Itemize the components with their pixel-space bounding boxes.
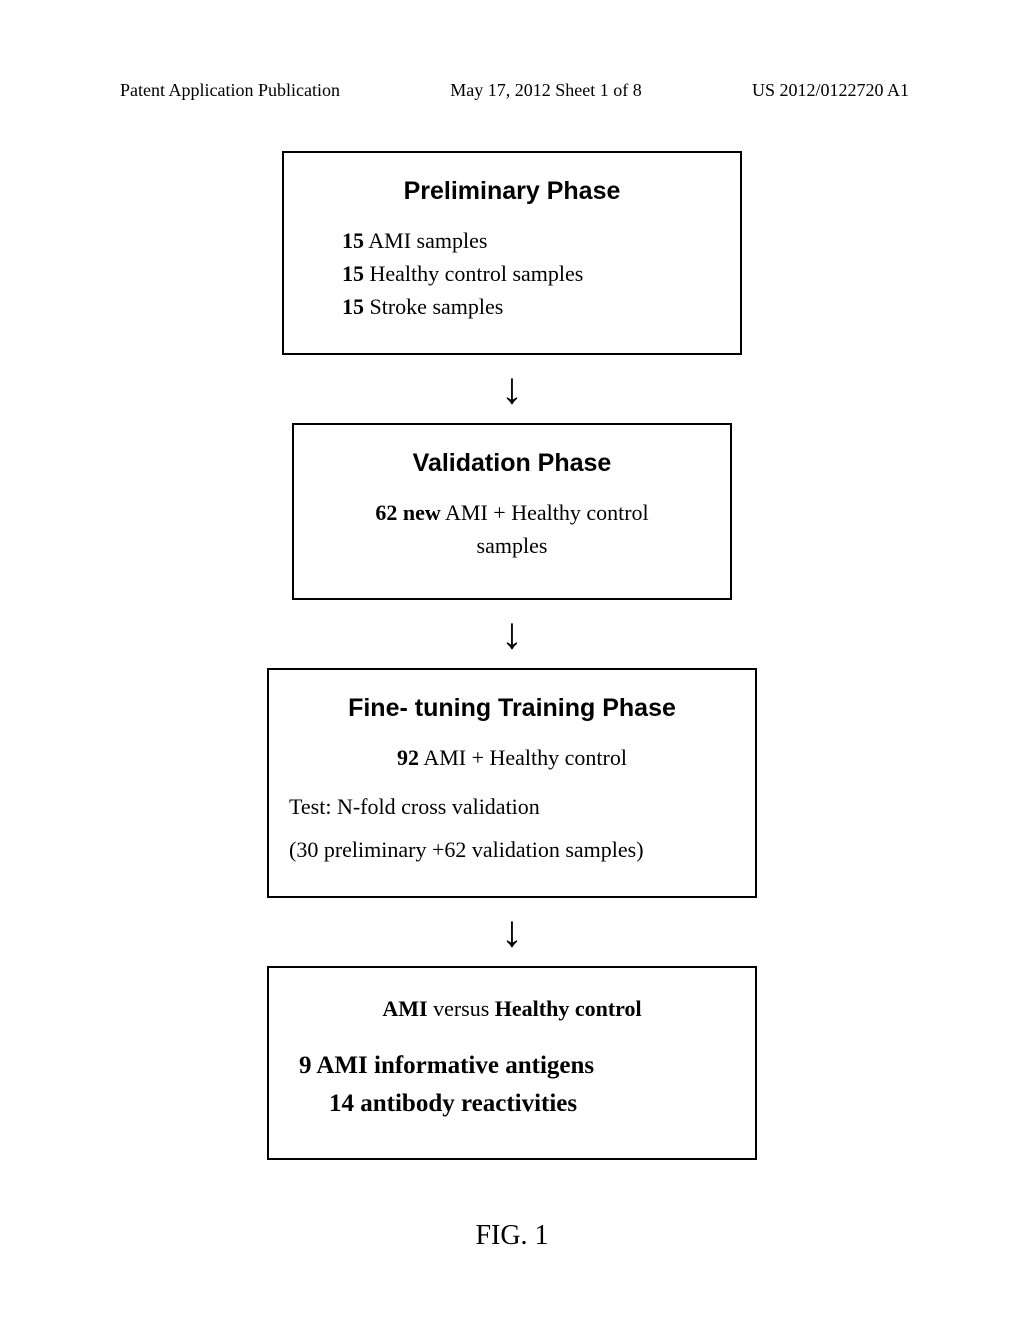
box-title: Preliminary Phase xyxy=(314,177,710,206)
box-line: 92 AMI + Healthy control xyxy=(289,741,735,774)
arrow-down-icon: ↓ xyxy=(501,612,523,656)
box-title: Fine- tuning Training Phase xyxy=(289,694,735,723)
sample-count: 15 xyxy=(342,261,364,286)
result-term: AMI xyxy=(382,996,427,1021)
sample-label: AMI + Healthy control xyxy=(419,745,627,770)
box-validation-phase: Validation Phase 62 new AMI + Healthy co… xyxy=(292,423,732,600)
result-line: 9 AMI informative antigens xyxy=(299,1047,725,1085)
box-line: Test: N-fold cross validation xyxy=(289,790,735,823)
result-mid: versus xyxy=(428,996,495,1021)
arrow-down-icon: ↓ xyxy=(501,367,523,411)
box-line: 15 AMI samples xyxy=(342,224,710,257)
figure-label: FIG. 1 xyxy=(0,1220,1024,1252)
sample-label: AMI + Healthy control xyxy=(441,500,649,525)
sample-count: 92 xyxy=(397,745,419,770)
sample-count: 15 xyxy=(342,294,364,319)
box-line: samples xyxy=(324,529,700,562)
box-results: AMI versus Healthy control 9 AMI informa… xyxy=(267,966,757,1160)
header-center: May 17, 2012 Sheet 1 of 8 xyxy=(450,80,641,101)
box-line: 15 Healthy control samples xyxy=(342,257,710,290)
page-header: Patent Application Publication May 17, 2… xyxy=(0,0,1024,101)
box-fine-tuning-phase: Fine- tuning Training Phase 92 AMI + Hea… xyxy=(267,668,757,898)
box-line: (30 preliminary +62 validation samples) xyxy=(289,833,735,866)
sample-count: 62 new xyxy=(375,500,440,525)
header-right: US 2012/0122720 A1 xyxy=(752,80,909,101)
sample-label: Stroke samples xyxy=(364,294,503,319)
sample-label: AMI samples xyxy=(364,228,487,253)
box-preliminary-phase: Preliminary Phase 15 AMI samples 15 Heal… xyxy=(282,151,742,355)
arrow-down-icon: ↓ xyxy=(501,910,523,954)
box-title: Validation Phase xyxy=(324,449,700,478)
box-line: 15 Stroke samples xyxy=(342,290,710,323)
result-term: Healthy control xyxy=(495,996,642,1021)
flowchart: Preliminary Phase 15 AMI samples 15 Heal… xyxy=(0,151,1024,1160)
box-line: AMI versus Healthy control xyxy=(299,992,725,1025)
sample-count: 15 xyxy=(342,228,364,253)
result-line: 14 antibody reactivities xyxy=(299,1085,725,1123)
sample-label: Healthy control samples xyxy=(364,261,583,286)
box-line: 62 new AMI + Healthy control xyxy=(324,496,700,529)
header-left: Patent Application Publication xyxy=(120,80,340,101)
